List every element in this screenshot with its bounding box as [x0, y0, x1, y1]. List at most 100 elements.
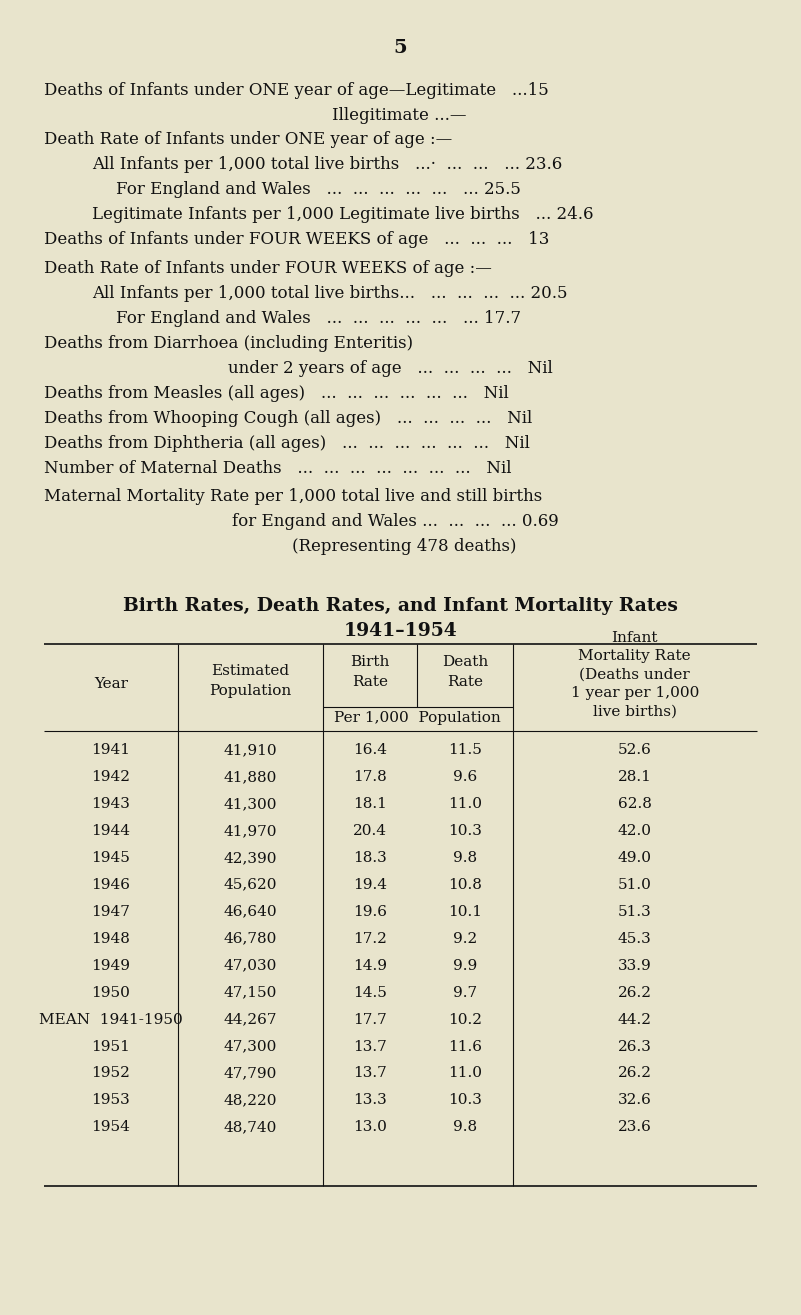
- Text: 46,780: 46,780: [223, 931, 277, 945]
- Text: Deaths from Measles (all ages)   ...  ...  ...  ...  ...  ...   Nil: Deaths from Measles (all ages) ... ... .…: [44, 385, 509, 402]
- Text: 17.2: 17.2: [353, 931, 387, 945]
- Text: 44,267: 44,267: [223, 1013, 277, 1027]
- Text: 48,220: 48,220: [223, 1094, 277, 1107]
- Text: 13.0: 13.0: [353, 1120, 387, 1135]
- Text: 17.7: 17.7: [353, 1013, 387, 1027]
- Text: (Representing 478 deaths): (Representing 478 deaths): [292, 538, 517, 555]
- Text: Legitimate Infants per 1,000 Legitimate live births   ... 24.6: Legitimate Infants per 1,000 Legitimate …: [92, 206, 594, 224]
- Text: 51.0: 51.0: [618, 878, 652, 892]
- Text: 46,640: 46,640: [223, 905, 277, 919]
- Text: 13.7: 13.7: [353, 1039, 387, 1053]
- Text: 20.4: 20.4: [353, 823, 387, 838]
- Text: 17.8: 17.8: [353, 771, 387, 784]
- Text: 47,030: 47,030: [223, 959, 277, 973]
- Text: For England and Wales   ...  ...  ...  ...  ...   ... 25.5: For England and Wales ... ... ... ... ..…: [116, 181, 521, 199]
- Text: Maternal Mortality Rate per 1,000 total live and still births: Maternal Mortality Rate per 1,000 total …: [44, 488, 542, 505]
- Text: 26.2: 26.2: [618, 1066, 652, 1081]
- Text: 9.9: 9.9: [453, 959, 477, 973]
- Text: 42.0: 42.0: [618, 823, 652, 838]
- Text: 19.6: 19.6: [353, 905, 387, 919]
- Text: 11.0: 11.0: [448, 1066, 482, 1081]
- Text: 9.7: 9.7: [453, 986, 477, 999]
- Text: Deaths of Infants under ONE year of age—Legitimate   ...15: Deaths of Infants under ONE year of age—…: [44, 82, 549, 99]
- Text: 9.6: 9.6: [453, 771, 477, 784]
- Text: All Infants per 1,000 total live births   ...·  ...  ...   ... 23.6: All Infants per 1,000 total live births …: [92, 156, 562, 174]
- Text: 1953: 1953: [91, 1094, 131, 1107]
- Text: 10.3: 10.3: [448, 1094, 482, 1107]
- Text: 47,150: 47,150: [223, 986, 277, 999]
- Text: Deaths from Whooping Cough (all ages)   ...  ...  ...  ...   Nil: Deaths from Whooping Cough (all ages) ..…: [44, 410, 533, 427]
- Text: 13.3: 13.3: [353, 1094, 387, 1107]
- Text: 23.6: 23.6: [618, 1120, 652, 1135]
- Text: 10.1: 10.1: [448, 905, 482, 919]
- Text: 44.2: 44.2: [618, 1013, 652, 1027]
- Text: All Infants per 1,000 total live births...   ...  ...  ...  ... 20.5: All Infants per 1,000 total live births.…: [92, 285, 568, 302]
- Text: Death Rate of Infants under ONE year of age :—: Death Rate of Infants under ONE year of …: [44, 132, 453, 149]
- Text: 1941–1954: 1941–1954: [344, 622, 457, 640]
- Text: 16.4: 16.4: [353, 743, 387, 757]
- Text: 13.7: 13.7: [353, 1066, 387, 1081]
- Text: for Engand and Wales ...  ...  ...  ... 0.69: for Engand and Wales ... ... ... ... 0.6…: [232, 513, 559, 530]
- Text: Illegitimate ...—: Illegitimate ...—: [332, 107, 467, 124]
- Text: 14.5: 14.5: [353, 986, 387, 999]
- Text: 47,300: 47,300: [223, 1039, 277, 1053]
- Text: 33.9: 33.9: [618, 959, 652, 973]
- Text: Estimated
Population: Estimated Population: [209, 664, 292, 698]
- Text: 48,740: 48,740: [223, 1120, 277, 1135]
- Text: 10.8: 10.8: [448, 878, 482, 892]
- Text: 26.3: 26.3: [618, 1039, 652, 1053]
- Text: 1947: 1947: [91, 905, 131, 919]
- Text: 9.8: 9.8: [453, 851, 477, 865]
- Text: 1950: 1950: [91, 986, 131, 999]
- Text: Birth
Rate: Birth Rate: [350, 655, 390, 689]
- Text: For England and Wales   ...  ...  ...  ...  ...   ... 17.7: For England and Wales ... ... ... ... ..…: [116, 310, 521, 327]
- Text: 9.8: 9.8: [453, 1120, 477, 1135]
- Text: 1944: 1944: [91, 823, 131, 838]
- Text: 18.1: 18.1: [353, 797, 387, 811]
- Text: 42,390: 42,390: [223, 851, 277, 865]
- Text: Per 1,000  Population: Per 1,000 Population: [334, 711, 501, 725]
- Text: Birth Rates, Death Rates, and Infant Mortality Rates: Birth Rates, Death Rates, and Infant Mor…: [123, 597, 678, 615]
- Text: Death
Rate: Death Rate: [442, 655, 488, 689]
- Text: 1941: 1941: [91, 743, 131, 757]
- Text: 41,880: 41,880: [223, 771, 277, 784]
- Text: 11.0: 11.0: [448, 797, 482, 811]
- Text: 19.4: 19.4: [353, 878, 387, 892]
- Text: 62.8: 62.8: [618, 797, 652, 811]
- Text: 51.3: 51.3: [618, 905, 652, 919]
- Text: 1945: 1945: [91, 851, 131, 865]
- Text: 41,970: 41,970: [223, 823, 277, 838]
- Text: 26.2: 26.2: [618, 986, 652, 999]
- Text: 28.1: 28.1: [618, 771, 652, 784]
- Text: 1942: 1942: [91, 771, 131, 784]
- Text: 1954: 1954: [91, 1120, 131, 1135]
- Text: 10.2: 10.2: [448, 1013, 482, 1027]
- Text: 32.6: 32.6: [618, 1094, 652, 1107]
- Text: 10.3: 10.3: [448, 823, 482, 838]
- Text: 41,910: 41,910: [223, 743, 277, 757]
- Text: MEAN  1941-1950: MEAN 1941-1950: [39, 1013, 183, 1027]
- Text: 45.3: 45.3: [618, 931, 652, 945]
- Text: 47,790: 47,790: [223, 1066, 277, 1081]
- Text: 1952: 1952: [91, 1066, 131, 1081]
- Text: Infant
Mortality Rate
(Deaths under
1 year per 1,000
live births): Infant Mortality Rate (Deaths under 1 ye…: [570, 631, 699, 718]
- Text: 1948: 1948: [91, 931, 131, 945]
- Text: 5: 5: [393, 39, 408, 58]
- Text: 41,300: 41,300: [223, 797, 277, 811]
- Text: 9.2: 9.2: [453, 931, 477, 945]
- Text: 1951: 1951: [91, 1039, 131, 1053]
- Text: 11.5: 11.5: [448, 743, 482, 757]
- Text: 45,620: 45,620: [223, 878, 277, 892]
- Text: 49.0: 49.0: [618, 851, 652, 865]
- Text: Year: Year: [94, 677, 128, 690]
- Text: Death Rate of Infants under FOUR WEEKS of age :—: Death Rate of Infants under FOUR WEEKS o…: [44, 260, 492, 277]
- Text: 18.3: 18.3: [353, 851, 387, 865]
- Text: Number of Maternal Deaths   ...  ...  ...  ...  ...  ...  ...   Nil: Number of Maternal Deaths ... ... ... ..…: [44, 460, 512, 477]
- Text: 1943: 1943: [91, 797, 131, 811]
- Text: 14.9: 14.9: [353, 959, 387, 973]
- Text: 52.6: 52.6: [618, 743, 652, 757]
- Text: Deaths from Diphtheria (all ages)   ...  ...  ...  ...  ...  ...   Nil: Deaths from Diphtheria (all ages) ... ..…: [44, 435, 530, 452]
- Text: Deaths of Infants under FOUR WEEKS of age   ...  ...  ...   13: Deaths of Infants under FOUR WEEKS of ag…: [44, 231, 549, 249]
- Text: 11.6: 11.6: [448, 1039, 482, 1053]
- Text: 1946: 1946: [91, 878, 131, 892]
